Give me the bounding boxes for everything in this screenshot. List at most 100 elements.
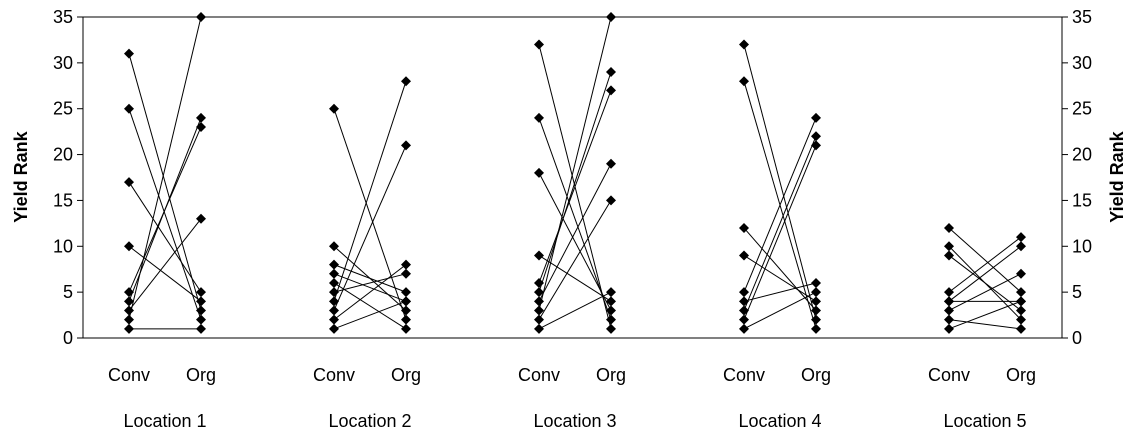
- data-point-marker: [124, 177, 134, 188]
- data-point-marker: [534, 167, 544, 178]
- group-label: Location 2: [328, 411, 411, 431]
- y-tick-label-right: 25: [1072, 99, 1092, 119]
- series-line: [948, 300, 1022, 330]
- series-line: [128, 53, 202, 311]
- data-point-marker: [944, 296, 954, 307]
- y-tick-label-right: 0: [1072, 328, 1082, 348]
- series-line: [333, 300, 407, 330]
- data-point-marker: [944, 250, 954, 261]
- category-label-org: Org: [1006, 365, 1036, 385]
- data-point-marker: [739, 76, 749, 87]
- data-point-marker: [944, 222, 954, 233]
- series-line: [743, 136, 817, 311]
- data-point-marker: [401, 268, 411, 279]
- y-tick-label-right: 5: [1072, 282, 1082, 302]
- data-point-marker: [329, 268, 339, 279]
- data-point-marker: [739, 250, 749, 261]
- axes: 0 0 5 5 10 10 15 15 20 20 25 25 30 30 35 35 Conv Org Locat…: [53, 7, 1092, 431]
- series-line: [333, 273, 407, 302]
- data-point-marker: [1016, 323, 1026, 334]
- data-point-marker: [534, 296, 544, 307]
- data-point-marker: [124, 103, 134, 114]
- data-point-marker: [811, 112, 821, 123]
- data-point-marker: [196, 122, 206, 133]
- series-line: [538, 90, 612, 284]
- category-label-org: Org: [801, 365, 831, 385]
- data-point-marker: [329, 305, 339, 316]
- data-point-marker: [124, 305, 134, 316]
- series-line: [333, 282, 407, 330]
- y-tick-label-left: 30: [53, 53, 73, 73]
- data-point-marker: [124, 48, 134, 59]
- data-point-marker: [534, 287, 544, 298]
- data-point-marker: [329, 323, 339, 334]
- series-line: [128, 16, 202, 320]
- data-point-marker: [534, 112, 544, 123]
- data-point-marker: [329, 103, 339, 114]
- data-point-marker: [811, 305, 821, 316]
- data-point-marker: [124, 287, 134, 298]
- series-line: [333, 108, 407, 320]
- data-point-marker: [1016, 232, 1026, 243]
- category-label-conv: Conv: [313, 365, 355, 385]
- data-point-marker: [1016, 268, 1026, 279]
- series-line: [333, 81, 407, 302]
- data-point-marker: [739, 287, 749, 298]
- data-point-marker: [811, 296, 821, 307]
- data-point-marker: [196, 323, 206, 334]
- y-tick-label-left: 0: [63, 328, 73, 348]
- data-point-marker: [196, 12, 206, 22]
- series-line: [538, 255, 612, 302]
- series-line: [743, 227, 817, 311]
- data-point-marker: [811, 140, 821, 151]
- y-tick-label-right: 20: [1072, 145, 1092, 165]
- data-point-marker: [606, 195, 616, 206]
- data-point-marker: [739, 39, 749, 50]
- data-point-marker: [606, 305, 616, 316]
- series-line: [333, 273, 407, 293]
- data-point-marker: [534, 277, 544, 288]
- series-line: [128, 108, 202, 320]
- data-point-marker: [606, 314, 616, 325]
- series: [128, 16, 1022, 330]
- data-point-marker: [401, 259, 411, 270]
- data-point-marker: [124, 296, 134, 307]
- series-line: [538, 117, 612, 320]
- data-point-marker: [739, 314, 749, 325]
- data-point-marker: [606, 12, 616, 22]
- series-line: [948, 227, 1022, 293]
- series-line: [948, 319, 1022, 330]
- data-point-marker: [944, 305, 954, 316]
- data-point-marker: [534, 314, 544, 325]
- data-point-marker: [1016, 305, 1026, 316]
- data-point-marker: [606, 85, 616, 96]
- data-point-marker: [811, 323, 821, 334]
- series-line: [743, 117, 817, 293]
- data-point-marker: [124, 314, 134, 325]
- y-axis-title-left: Yield Rank: [11, 130, 31, 222]
- series-line: [538, 71, 612, 293]
- y-tick-label-left: 20: [53, 145, 73, 165]
- data-point-marker: [196, 112, 206, 123]
- data-point-marker: [534, 323, 544, 334]
- data-point-marker: [606, 287, 616, 298]
- data-point-marker: [196, 287, 206, 298]
- series-line: [538, 200, 612, 320]
- group-label: Location 3: [533, 411, 616, 431]
- data-point-marker: [811, 131, 821, 142]
- data-point-marker: [196, 296, 206, 307]
- y-tick-label-right: 10: [1072, 236, 1092, 256]
- data-point-marker: [739, 323, 749, 334]
- data-point-marker: [401, 314, 411, 325]
- y-tick-label-left: 35: [53, 7, 73, 27]
- data-point-marker: [329, 314, 339, 325]
- data-point-marker: [196, 314, 206, 325]
- category-label-conv: Conv: [518, 365, 560, 385]
- markers: [124, 12, 1026, 334]
- category-label-conv: Conv: [108, 365, 150, 385]
- data-point-marker: [329, 287, 339, 298]
- data-point-marker: [401, 140, 411, 151]
- data-point-marker: [1016, 314, 1026, 325]
- series-line: [128, 181, 202, 293]
- data-point-marker: [401, 305, 411, 316]
